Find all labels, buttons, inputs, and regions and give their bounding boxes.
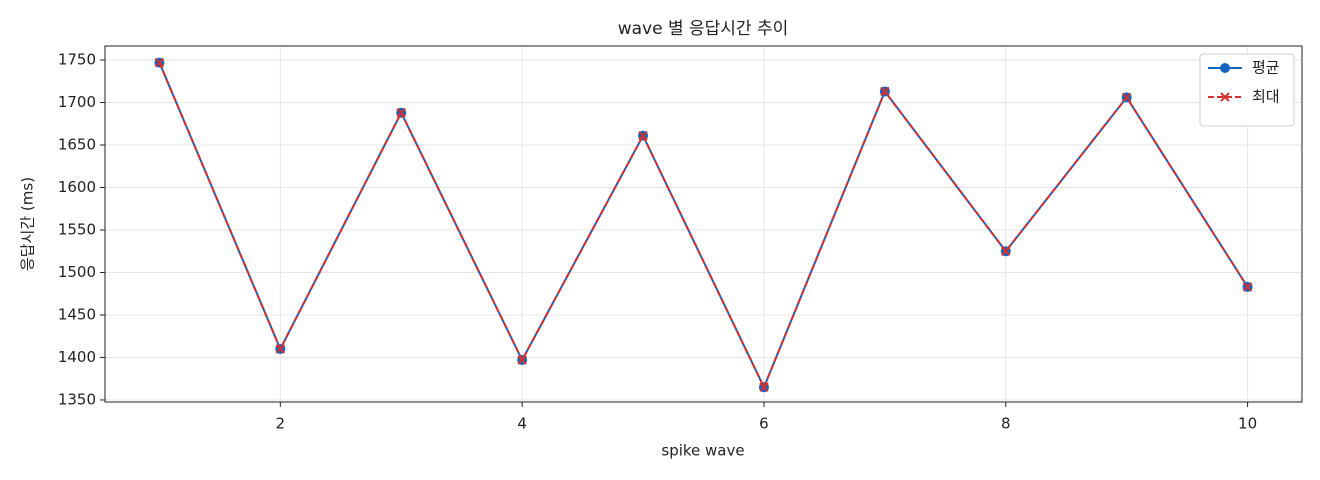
legend-label: 평균 — [1252, 59, 1280, 77]
x-tick-label: 2 — [276, 415, 286, 433]
point — [759, 382, 769, 392]
legend-marker — [1220, 63, 1230, 73]
point — [1121, 92, 1132, 103]
legend-box — [1199, 53, 1295, 127]
plot-frame — [104, 45, 1303, 403]
y-tick-label: 1550 — [58, 220, 96, 238]
x-tick-label: 4 — [517, 415, 527, 433]
legend-label: 최대 — [1252, 88, 1280, 106]
y-tick-label: 1450 — [58, 305, 96, 323]
point — [880, 86, 890, 97]
x-tick-label: 8 — [1001, 415, 1011, 433]
point — [154, 57, 165, 68]
point — [1242, 282, 1253, 292]
y-tick-label: 1750 — [58, 51, 96, 69]
x-tick-label: 6 — [759, 415, 769, 433]
x-axis-label: spike wave — [661, 442, 744, 460]
y-tick-label: 1600 — [58, 178, 96, 196]
point — [275, 344, 286, 354]
point — [1001, 246, 1011, 256]
point — [517, 355, 527, 365]
y-tick-label: 1500 — [58, 263, 96, 281]
y-axis-label: 응답시간 (ms) — [19, 177, 37, 271]
point — [638, 130, 648, 141]
y-tick-label: 1700 — [58, 93, 96, 111]
legend-marker — [1220, 92, 1230, 102]
series-line — [158, 62, 1249, 390]
y-tick-label: 1400 — [58, 348, 96, 366]
x-tick-label: 10 — [1238, 415, 1257, 433]
chart-title: wave 별 응답시간 추이 — [618, 19, 789, 39]
point — [396, 108, 406, 118]
y-tick-label: 1350 — [58, 390, 96, 408]
y-tick-label: 1650 — [58, 136, 96, 154]
